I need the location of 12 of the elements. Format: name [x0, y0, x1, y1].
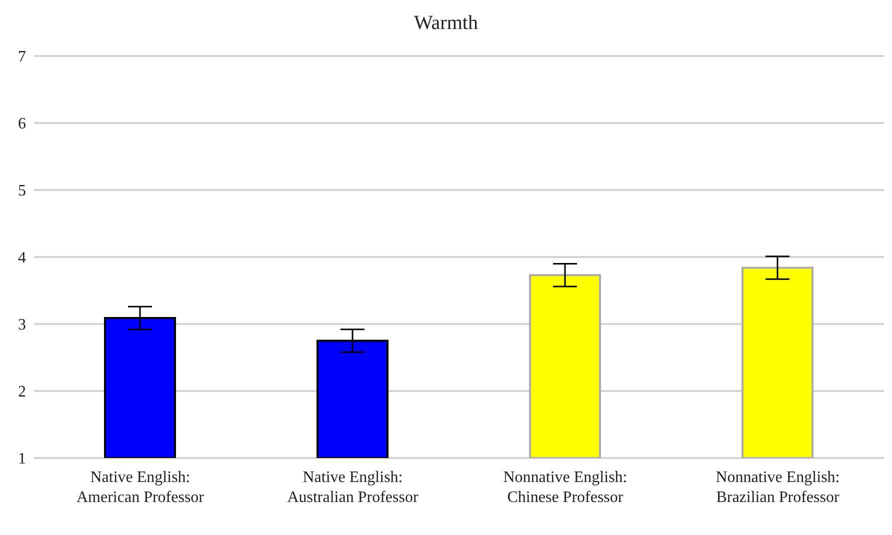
y-tick-label: 3: [18, 316, 26, 334]
y-tick-label: 1: [18, 450, 26, 468]
y-tick-label: 5: [18, 182, 26, 200]
y-tick-label: 7: [18, 48, 26, 66]
chart-title: Warmth: [413, 11, 479, 36]
x-tick-label: Nonnative English: Brazilian Professor: [716, 469, 840, 506]
y-tick-label: 2: [18, 384, 26, 401]
y-tick-label: 4: [18, 250, 26, 267]
x-tick-label: Native English: Australian Professor: [287, 469, 419, 506]
x-tick-label: Native English: American Professor: [76, 469, 205, 506]
x-tick-label: Nonnative English: Chinese Professor: [503, 469, 628, 506]
y-tick-label: 6: [18, 116, 26, 133]
